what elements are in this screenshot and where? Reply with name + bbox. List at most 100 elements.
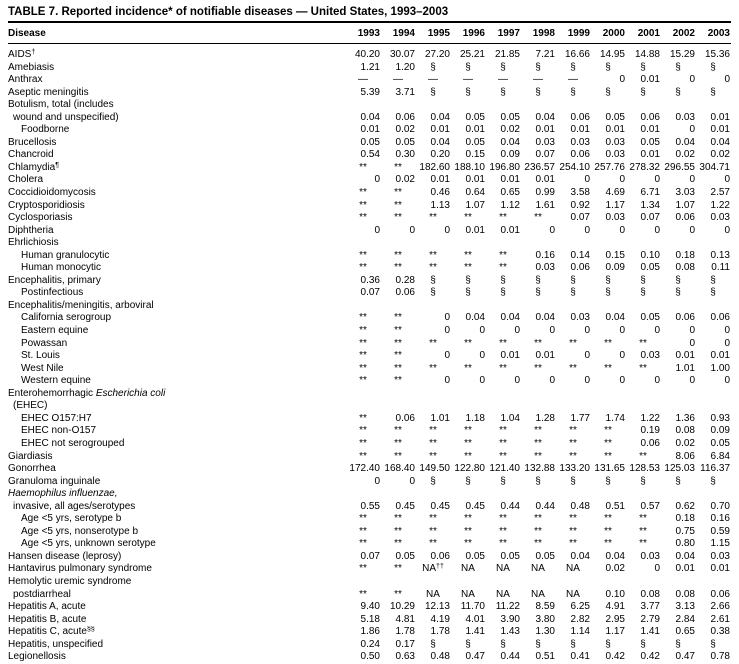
disease-cell: California serogroup [21,312,112,324]
value-cell: 0 [689,375,695,387]
value-cell: 0.05 [465,111,485,123]
value-cell: 0.15 [465,149,485,161]
table-title: TABLE 7. Reported incidence* of notifiab… [8,3,731,23]
disease-cell: Hemolytic uremic syndrome [8,575,132,587]
value-cell: ** [359,412,367,424]
value-cell: ** [359,588,367,600]
value-cell [381,576,416,589]
value-cell: 0.01 [710,563,730,575]
value-cell [626,300,661,313]
value-cell: ** [464,362,472,374]
value-cell: 12.13 [424,601,450,613]
disease-cell: Age <5 yrs, unknown serotype [21,538,156,550]
value-cell: ** [569,525,577,537]
value-cell: 0.46 [430,187,450,199]
value-cell: 0.01 [535,174,555,186]
value-cell: 0.07 [535,149,555,161]
value-cell: 0.51 [535,651,555,663]
value-cell: ** [429,538,437,550]
table-row: St. Louis ** ** 0 0 0.01 0.01 0 0 0.03 0.01 0.01 [8,350,731,363]
disease-cell: Ehrlichiosis [8,237,59,249]
disease-cell: Postinfectious [21,287,84,299]
table-row: Diphtheria 0 0 0 0.01 0.01 0 0 0 0 0 0 [8,225,731,238]
table-row: Anthrax — — — — — — — 0 0.01 0 0 [8,74,731,87]
value-cell: 0.99 [535,187,555,199]
value-cell: 0.24 [360,638,380,650]
value-cell: NA [531,563,545,575]
value-cell [696,400,731,413]
value-cell: 0.01 [710,350,730,362]
value-cell: ** [429,249,437,261]
value-cell: ** [534,525,542,537]
value-cell: 0.28 [395,274,415,286]
value-cell: 0.04 [535,312,555,324]
value-cell: 0.04 [430,136,450,148]
value-cell: § [500,86,506,98]
value-cell: ** [499,212,507,224]
value-cell: 0.04 [500,312,520,324]
value-cell: ** [359,362,367,374]
value-cell: 0.06 [395,111,415,123]
value-cell: 0.01 [570,124,590,136]
value-cell: 6.71 [640,187,660,199]
value-cell: 0.03 [640,550,660,562]
value-cell: ** [359,337,367,349]
value-cell: 0.75 [675,525,695,537]
value-cell: 0.06 [640,111,660,123]
value-cell [696,388,731,401]
value-cell: ** [464,437,472,449]
value-cell [521,300,556,313]
value-cell [451,237,486,250]
disease-cell: Enterohemorrhagic Escherichia coli [8,387,166,399]
value-cell [661,237,696,250]
value-cell: 0.63 [395,651,415,663]
value-cell: 0.06 [640,437,660,449]
value-cell: 0.02 [675,149,695,161]
value-cell [591,400,626,413]
value-cell: 0.06 [675,212,695,224]
value-cell: 0.04 [675,136,695,148]
value-cell: 0 [689,174,695,186]
value-cell: 1.43 [500,626,520,638]
disease-cell: Haemophilus influenzae, [8,488,118,500]
disease-cell: Granuloma inguinale [8,475,101,487]
value-cell: § [640,287,646,299]
value-cell: 116.37 [700,463,730,475]
value-cell [416,576,451,589]
value-cell: 0.05 [465,136,485,148]
value-cell: 0.02 [605,563,625,575]
value-cell [486,99,521,112]
value-cell: 0.05 [360,136,380,148]
value-cell: § [640,638,646,650]
value-cell: § [535,274,541,286]
value-cell: 0.03 [640,350,660,362]
col-header-year: 1996 [451,23,486,44]
value-cell: 1.12 [500,199,520,211]
value-cell: ** [464,249,472,261]
value-cell: — [463,74,473,86]
value-cell: 0.04 [570,550,590,562]
value-cell: NA [496,588,510,600]
value-cell [556,99,591,112]
value-cell: ** [394,425,402,437]
value-cell: 0.05 [640,262,660,274]
value-cell: 0.01 [675,563,695,575]
disease-cell: Hepatitis, unspecified [8,638,104,650]
col-header-year: 1994 [381,23,416,44]
value-cell: ** [639,337,647,349]
table-row: Gonorrhea 172.40 168.40 149.50 122.80 121.40 1… [8,463,731,476]
value-cell: ** [604,437,612,449]
value-cell: ** [639,450,647,462]
value-cell: § [535,287,541,299]
value-cell [661,488,696,501]
value-cell [381,400,416,413]
value-cell: 2.95 [605,613,625,625]
value-cell: 131.65 [594,463,625,475]
value-cell: NA [461,563,475,575]
table-row: Hepatitis B, acute 5.18 4.81 4.19 4.01 3.90 3.… [8,614,731,627]
table-row: Hepatitis C, acute§§ 1.86 1.78 1.78 1.41 1.43… [8,626,731,639]
value-cell: 0 [689,224,695,236]
value-cell: ** [534,513,542,525]
value-cell: ** [429,513,437,525]
value-cell: 0.05 [395,136,415,148]
